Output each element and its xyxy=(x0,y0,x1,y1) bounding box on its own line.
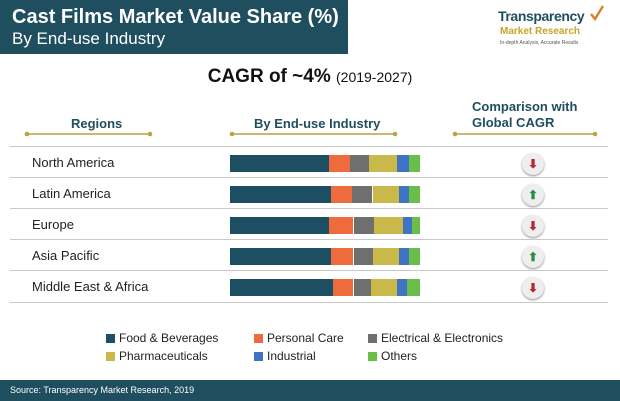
bar-segment xyxy=(372,186,400,203)
logo-subname: Market Research xyxy=(500,26,581,37)
region-label: Europe xyxy=(32,217,74,232)
legend-label: Pharmaceuticals xyxy=(119,349,208,363)
stacked-bar xyxy=(230,186,420,203)
region-label: North America xyxy=(32,155,115,170)
column-header-industry: By End-use Industry xyxy=(254,116,381,131)
column-header-regions: Regions xyxy=(71,116,123,131)
cagr-headline: CAGR of ~4% (2019-2027) xyxy=(0,66,620,88)
region-label: Middle East & Africa xyxy=(32,279,149,294)
legend-swatch xyxy=(254,352,263,361)
bar-segment xyxy=(332,279,354,296)
bar-segment xyxy=(353,217,375,234)
legend-swatch xyxy=(368,334,377,343)
row-divider xyxy=(10,146,608,147)
stacked-bar xyxy=(230,217,420,234)
legend-label: Personal Care xyxy=(267,331,344,345)
arrow-down-icon: ⬇ xyxy=(522,277,544,299)
logo-tagline: In-depth Analysis, Accurate Results xyxy=(500,40,579,46)
legend-swatch xyxy=(254,334,263,343)
bar-segment xyxy=(328,217,354,234)
legend-swatch xyxy=(106,352,115,361)
bar-segment xyxy=(408,186,420,203)
title-banner: Cast Films Market Value Share (%) By End… xyxy=(0,0,348,54)
region-label: Latin America xyxy=(32,186,111,201)
bar-segment xyxy=(412,217,420,234)
chart-title: Cast Films Market Value Share (%) xyxy=(12,6,339,28)
header-underlines xyxy=(24,131,598,137)
company-logo: Transparency Market Research In-depth An… xyxy=(498,5,610,54)
legend-label: Others xyxy=(381,349,418,363)
legend-swatch xyxy=(368,352,377,361)
bar-segment xyxy=(230,248,331,265)
legend-label: Electrical & Electronics xyxy=(381,331,504,345)
bar-segment xyxy=(368,155,398,172)
region-label: Asia Pacific xyxy=(32,248,100,263)
legend-label: Industrial xyxy=(267,349,316,363)
bar-segment xyxy=(402,217,413,234)
cagr-period: (2019-2027) xyxy=(336,69,413,85)
row-divider xyxy=(10,177,608,178)
bar-segment xyxy=(406,279,420,296)
bar-segment xyxy=(374,217,403,234)
bar-segment xyxy=(330,248,354,265)
arrow-up-icon: ⬆ xyxy=(522,246,544,268)
legend-swatch xyxy=(106,334,115,343)
bar-segment xyxy=(399,186,409,203)
bar-segment xyxy=(408,155,420,172)
bar-segment xyxy=(408,248,420,265)
source-note: Source: Transparency Market Research, 20… xyxy=(10,385,195,395)
bar-segment xyxy=(328,155,350,172)
cagr-value: CAGR of ~4% xyxy=(207,66,331,87)
bar-segment xyxy=(372,248,400,265)
column-header-comparison: Comparison with Global CAGR xyxy=(472,99,578,130)
bar-segment xyxy=(230,155,329,172)
row-divider xyxy=(10,239,608,240)
bar-segment xyxy=(330,186,352,203)
stacked-bar xyxy=(230,279,420,296)
stacked-bar xyxy=(230,155,420,172)
arrow-down-icon: ⬇ xyxy=(522,153,544,175)
footer-bar: Source: Transparency Market Research, 20… xyxy=(0,380,620,401)
bar-segment xyxy=(397,279,407,296)
bar-segment xyxy=(230,279,333,296)
bar-segment xyxy=(399,248,409,265)
arrow-up-icon: ⬆ xyxy=(522,184,544,206)
bar-segment xyxy=(230,186,331,203)
bar-segment xyxy=(349,155,369,172)
row-divider xyxy=(10,208,608,209)
bar-segment xyxy=(353,279,371,296)
bar-segment xyxy=(230,217,329,234)
bar-segment xyxy=(397,155,409,172)
row-divider xyxy=(10,270,608,271)
bar-segment xyxy=(370,279,398,296)
arrow-down-icon: ⬇ xyxy=(522,215,544,237)
row-divider xyxy=(10,302,608,303)
logo-check-icon xyxy=(590,5,604,22)
legend-label: Food & Beverages xyxy=(119,331,219,345)
stacked-bar xyxy=(230,248,420,265)
chart-subtitle: By End-use Industry xyxy=(12,29,166,48)
bar-segment xyxy=(353,248,373,265)
logo-name: Transparency xyxy=(498,8,585,24)
bar-segment xyxy=(351,186,373,203)
